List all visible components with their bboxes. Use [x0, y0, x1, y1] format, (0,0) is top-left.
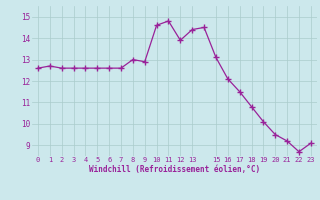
X-axis label: Windchill (Refroidissement éolien,°C): Windchill (Refroidissement éolien,°C): [89, 165, 260, 174]
